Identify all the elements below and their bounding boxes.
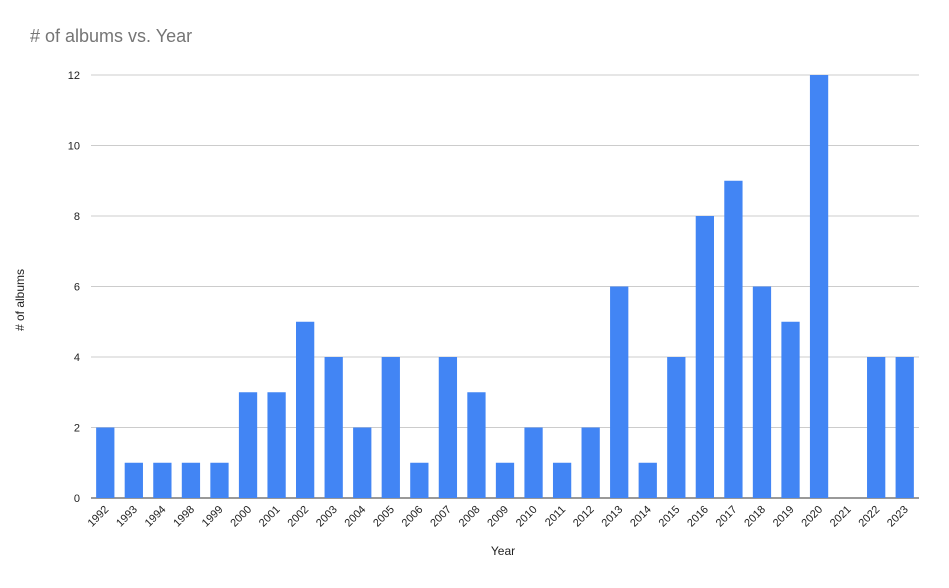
bar xyxy=(895,357,914,498)
x-tick-label: 1998 xyxy=(171,504,197,530)
bar xyxy=(552,462,572,498)
x-tick-label: 2000 xyxy=(228,504,254,530)
bar xyxy=(296,321,315,498)
x-tick-labels: 1992 1993 1994 1998 1999 2000 2001 2002 2003 2004… xyxy=(86,504,911,530)
bar xyxy=(610,286,629,498)
x-tick-label: 2005 xyxy=(371,504,397,530)
y-tick-label: 12 xyxy=(68,70,80,82)
x-tick-label: 2011 xyxy=(543,504,568,529)
bar xyxy=(210,462,229,498)
y-tick-label: 0 xyxy=(74,493,80,505)
x-tick-label: 2015 xyxy=(657,504,683,530)
chart-title: # of albums vs. Year xyxy=(30,26,193,46)
x-tick-label: 2018 xyxy=(742,504,768,530)
x-tick-label: 2023 xyxy=(885,504,911,530)
bar xyxy=(667,357,686,498)
bar xyxy=(695,216,714,498)
bar xyxy=(524,427,543,498)
bar xyxy=(153,462,172,498)
y-tick-label: 8 xyxy=(74,211,80,223)
bar xyxy=(467,392,486,498)
bar xyxy=(495,462,515,498)
x-tick-label: 1992 xyxy=(86,504,112,530)
x-tick-label: 2004 xyxy=(343,504,369,530)
bar xyxy=(752,286,772,498)
y-tick-label: 10 xyxy=(68,141,80,153)
bar xyxy=(638,462,657,498)
bar xyxy=(181,462,201,498)
x-tick-label: 1993 xyxy=(114,504,140,530)
bar xyxy=(438,357,458,498)
x-tick-label: 2016 xyxy=(685,504,711,530)
y-tick-label: 2 xyxy=(74,423,80,435)
bar xyxy=(267,392,286,498)
bar xyxy=(410,462,429,498)
y-tick-label: 4 xyxy=(74,352,80,364)
x-tick-label: 2001 xyxy=(257,504,283,530)
bar xyxy=(96,427,115,498)
y-tick-label: 6 xyxy=(74,282,80,294)
x-tick-label: 2013 xyxy=(600,504,626,530)
x-tick-label: 2022 xyxy=(856,504,882,530)
bar xyxy=(581,427,600,498)
x-tick-label: 2014 xyxy=(628,504,654,530)
x-tick-label: 2002 xyxy=(285,504,311,530)
x-tick-label: 2021 xyxy=(828,504,854,530)
bar xyxy=(238,392,258,498)
x-tick-label: 1994 xyxy=(143,504,169,530)
bars xyxy=(96,75,914,498)
bar xyxy=(324,357,343,498)
x-tick-label: 2020 xyxy=(799,504,825,530)
x-tick-label: 2012 xyxy=(571,504,597,530)
x-tick-label: 2006 xyxy=(400,504,426,530)
x-tick-label: 2010 xyxy=(514,504,540,530)
x-tick-label: 2017 xyxy=(714,504,740,530)
bar xyxy=(724,180,743,498)
gridlines xyxy=(91,74,919,499)
bar xyxy=(781,321,800,498)
y-tick-labels: 0 2 4 6 8 10 12 xyxy=(68,70,80,505)
x-tick-label: 2008 xyxy=(457,504,483,530)
x-axis-label: Year xyxy=(490,544,516,558)
bar xyxy=(381,357,400,498)
bar xyxy=(809,75,829,498)
bar xyxy=(353,427,372,498)
x-tick-label: 1999 xyxy=(200,504,226,530)
x-tick-label: 2019 xyxy=(771,504,797,530)
bar xyxy=(124,462,143,498)
x-tick-label: 2003 xyxy=(314,504,340,530)
bar xyxy=(867,357,886,498)
x-tick-label: 2007 xyxy=(428,504,454,530)
x-tick-label: 2009 xyxy=(485,504,511,530)
